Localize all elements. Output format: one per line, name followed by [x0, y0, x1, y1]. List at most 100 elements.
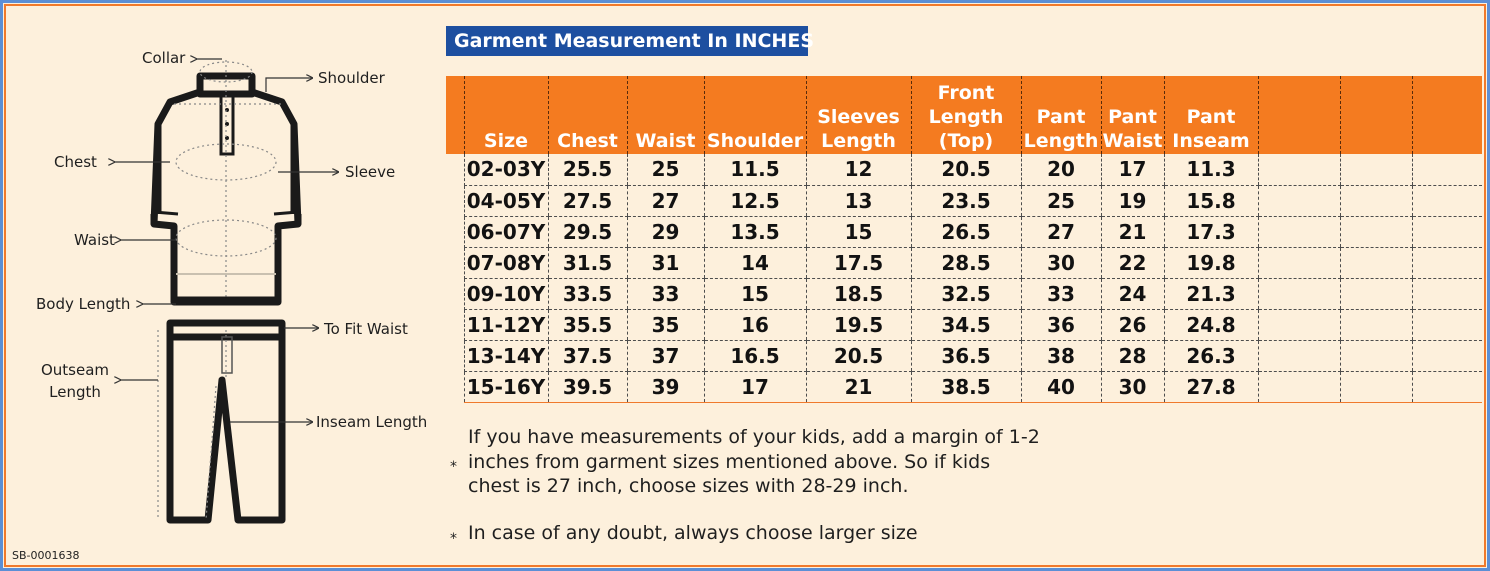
column-header-line: Front	[937, 82, 995, 104]
column-header-line: Waist	[635, 130, 696, 152]
empty-cell	[1257, 216, 1340, 248]
empty-cell	[1339, 371, 1412, 403]
measurement-cell: 11.5	[703, 154, 806, 186]
note-line: If you have measurements of your kids, a…	[468, 426, 1040, 448]
table-row: 04-05Y 27.5 27 12.5 13 23.5 25 19 15.8	[446, 185, 1482, 217]
table-header-row: Size Chest Waist Shoulder Sleeves Length Front…	[446, 76, 1482, 154]
row-spacer	[446, 371, 464, 402]
table-row: 07-08Y 31.5 31 14 17.5 28.5 30 22 19.8	[446, 247, 1482, 279]
note-bullet-1: *	[450, 459, 457, 475]
measurement-cell: 30	[1020, 247, 1101, 279]
measurement-cell: 33.5	[547, 278, 627, 310]
note-line: inches from garment sizes mentioned abov…	[468, 450, 991, 473]
table-row: 13-14Y 37.5 37 16.5 20.5 36.5 38 28 26.3	[446, 340, 1482, 372]
label-outseam-line1: Outseam	[40, 361, 110, 379]
measurement-cell: 17.3	[1163, 216, 1258, 248]
measurement-cell: 32.5	[910, 278, 1021, 310]
measurement-cell: 13	[805, 185, 911, 217]
row-spacer	[446, 216, 464, 247]
empty-cell	[1339, 216, 1412, 248]
kurta-pajama-drawing	[0, 0, 440, 524]
empty-cell	[1339, 340, 1412, 372]
row-spacer	[446, 185, 464, 216]
measurement-cell: 20.5	[805, 340, 911, 372]
empty-cell	[1339, 247, 1412, 279]
measurement-cell: 38.5	[910, 371, 1021, 403]
table-row: 06-07Y 29.5 29 13.5 15 26.5 27 21 17.3	[446, 216, 1482, 248]
column-header-line: Inseam	[1172, 130, 1250, 152]
measurement-cell: 29.5	[547, 216, 627, 248]
measurement-cell: 21	[805, 371, 911, 403]
measurement-cell: 15.8	[1163, 185, 1258, 217]
empty-cell	[1411, 216, 1482, 248]
empty-cell	[1411, 309, 1482, 341]
measurement-cell: 17	[1100, 154, 1164, 186]
column-header-line: Length	[821, 130, 896, 152]
measurement-cell: 17	[703, 371, 806, 403]
column-header: Pant Length	[1020, 76, 1101, 154]
column-header: Size	[463, 76, 548, 154]
size-chart-table: Size Chest Waist Shoulder Sleeves Length Front…	[446, 76, 1482, 403]
empty-cell	[1257, 278, 1340, 310]
column-header-line: Length	[1023, 130, 1099, 152]
measurement-cell: 19.8	[1163, 247, 1258, 279]
column-header: Waist	[626, 76, 704, 154]
column-header: Pant Inseam	[1163, 76, 1258, 154]
label-body-length: Body Length	[36, 295, 131, 313]
measurement-cell: 37	[626, 340, 704, 372]
measurement-cell: 27	[1020, 216, 1101, 248]
column-header: Pant Waist	[1100, 76, 1164, 154]
measurement-cell: 16.5	[703, 340, 806, 372]
label-waist: Waist	[74, 231, 115, 249]
column-header-line: Pant	[1186, 106, 1236, 128]
column-header-line: (Top)	[938, 130, 994, 152]
measurement-cell: 22	[1100, 247, 1164, 279]
garment-diagram: Collar Shoulder Chest Sleeve Waist Body …	[0, 0, 440, 571]
empty-cell	[1257, 154, 1340, 186]
empty-cell	[1339, 309, 1412, 341]
empty-cell	[1257, 185, 1340, 217]
empty-cell	[1339, 154, 1412, 186]
column-header: Shoulder	[703, 76, 806, 154]
measurement-cell: 23.5	[910, 185, 1021, 217]
label-to-fit-waist: To Fit Waist	[324, 320, 408, 338]
column-header: Chest	[547, 76, 627, 154]
column-header-line: Pant	[1108, 106, 1157, 128]
empty-column-header	[1257, 76, 1340, 154]
row-spacer	[446, 154, 464, 185]
measurement-cell: 12	[805, 154, 911, 186]
empty-cell	[1411, 371, 1482, 403]
column-header-line: Sleeves	[817, 106, 900, 128]
label-outseam-length: Outseam Length	[36, 359, 114, 403]
size-cell: 15-16Y	[463, 371, 548, 403]
row-spacer	[446, 340, 464, 371]
measurement-cell: 19.5	[805, 309, 911, 341]
kurta-outline	[150, 72, 302, 306]
size-cell: 11-12Y	[463, 309, 548, 341]
measurement-cell: 14	[703, 247, 806, 279]
measurement-cell: 25.5	[547, 154, 627, 186]
label-sleeve: Sleeve	[345, 163, 396, 181]
measurement-cell: 31	[626, 247, 704, 279]
empty-column-header	[1339, 76, 1412, 154]
measurement-cell: 20.5	[910, 154, 1021, 186]
table-row: 11-12Y 35.5 35 16 19.5 34.5 36 26 24.8	[446, 309, 1482, 341]
measurement-cell: 34.5	[910, 309, 1021, 341]
note-line: chest is 27 inch, choose sizes with 28-2…	[468, 475, 909, 497]
note-line: In case of any doubt, always choose larg…	[468, 522, 918, 544]
measurement-cell: 15	[703, 278, 806, 310]
row-spacer	[446, 309, 464, 340]
measurement-cell: 29	[626, 216, 704, 248]
measurement-cell: 18.5	[805, 278, 911, 310]
empty-cell	[1257, 247, 1340, 279]
column-header-line: Chest	[557, 130, 618, 152]
measurement-cell: 15	[805, 216, 911, 248]
measurement-cell: 30	[1100, 371, 1164, 403]
note-doubt-advice: In case of any doubt, always choose larg…	[468, 521, 918, 546]
measurement-cell: 36.5	[910, 340, 1021, 372]
measurement-cell: 25	[626, 154, 704, 186]
measurement-cell: 19	[1100, 185, 1164, 217]
empty-cell	[1339, 278, 1412, 310]
measurement-cell: 24.8	[1163, 309, 1258, 341]
measurement-cell: 11.3	[1163, 154, 1258, 186]
